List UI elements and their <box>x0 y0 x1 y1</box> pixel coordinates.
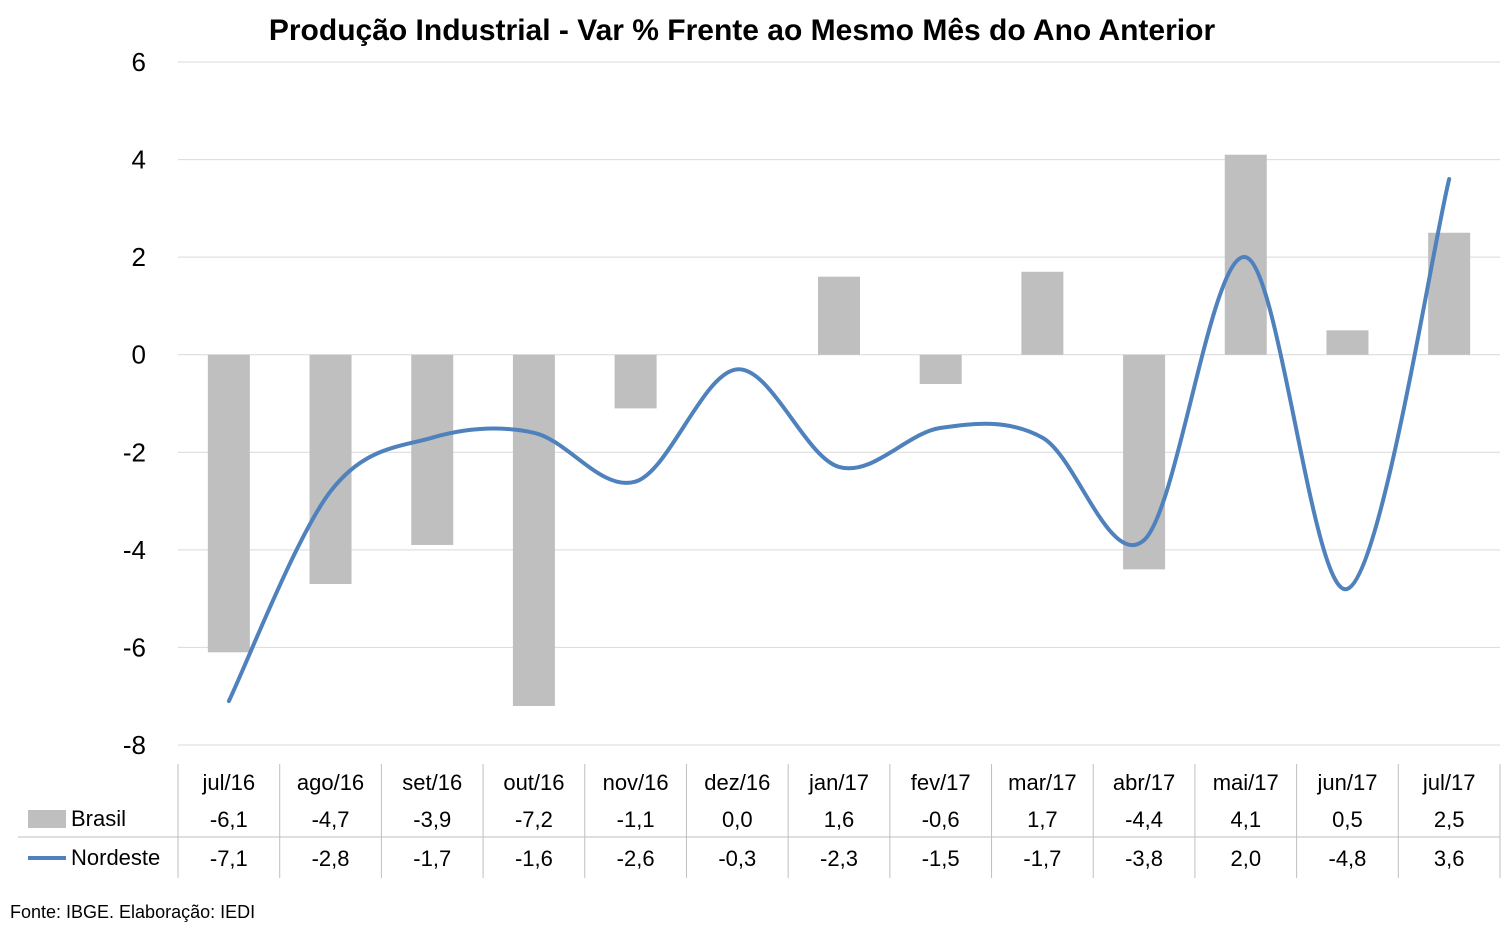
gridlines <box>178 61 1500 746</box>
y-tick-label: 0 <box>132 340 146 370</box>
bar-brasil <box>1021 271 1064 355</box>
bar-brasil <box>614 354 657 409</box>
table-value-brasil: 0,0 <box>722 807 753 832</box>
y-tick-label: -6 <box>123 632 146 662</box>
table-value-nordeste: 2,0 <box>1230 846 1261 871</box>
table-value-brasil: 1,7 <box>1027 807 1058 832</box>
y-axis-ticks: 6 4 2 0 -2 -4 -6 -8 <box>123 47 146 760</box>
table-value-brasil: -0,6 <box>922 807 960 832</box>
x-category-label: dez/16 <box>704 770 770 795</box>
y-tick-label: -4 <box>123 535 146 565</box>
table-value-nordeste: -4,8 <box>1329 846 1367 871</box>
bar-brasil <box>1224 154 1267 355</box>
table-value-brasil: -3,9 <box>413 807 451 832</box>
y-tick-label: 6 <box>132 47 146 77</box>
bar-brasil <box>919 354 962 384</box>
y-tick-label: 2 <box>132 242 146 272</box>
bar-brasil <box>818 276 860 355</box>
bar-brasil <box>512 354 555 706</box>
bar-brasil <box>1326 330 1369 355</box>
x-category-label: nov/16 <box>603 770 669 795</box>
table-value-nordeste: -1,6 <box>515 846 553 871</box>
table-value-brasil: -1,1 <box>617 807 655 832</box>
table-value-nordeste: 3,6 <box>1434 846 1465 871</box>
series-line-nordeste <box>226 177 1452 704</box>
table-value-brasil: -4,4 <box>1125 807 1163 832</box>
y-tick-label: -2 <box>123 437 146 467</box>
bar-brasil <box>309 354 352 585</box>
source-note: Fonte: IBGE. Elaboração: IEDI <box>10 902 255 922</box>
x-category-label: jun/17 <box>1316 770 1377 795</box>
table-value-brasil: 1,6 <box>824 807 855 832</box>
x-category-label: ago/16 <box>297 770 364 795</box>
table-value-nordeste: -3,8 <box>1125 846 1163 871</box>
x-category-label: set/16 <box>402 770 462 795</box>
x-category-label: jul/16 <box>202 770 256 795</box>
x-category-label: abr/17 <box>1113 770 1175 795</box>
table-value-brasil: -6,1 <box>210 807 248 832</box>
chart-title: Produção Industrial - Var % Frente ao Me… <box>269 14 1216 47</box>
bars-brasil <box>207 154 1471 706</box>
x-category-label: mar/17 <box>1008 770 1076 795</box>
table-value-nordeste: -1,7 <box>413 846 451 871</box>
table-value-nordeste: -1,5 <box>922 846 960 871</box>
bar-brasil <box>411 354 454 545</box>
data-table: jul/16 ago/16 set/16 out/16 nov/16 dez/16 jan/… <box>18 764 1501 878</box>
table-value-brasil: -4,7 <box>312 807 350 832</box>
table-value-nordeste: -0,3 <box>718 846 756 871</box>
line-nordeste <box>226 177 1452 704</box>
table-value-nordeste: -7,1 <box>210 846 248 871</box>
table-value-brasil: 0,5 <box>1332 807 1363 832</box>
table-value-brasil: -7,2 <box>515 807 553 832</box>
y-tick-label: -8 <box>123 730 146 760</box>
legend-label-nordeste: Nordeste <box>71 845 160 870</box>
bar-brasil <box>1123 354 1166 570</box>
table-value-brasil: 4,1 <box>1230 807 1261 832</box>
table-value-nordeste: -2,3 <box>820 846 858 871</box>
y-tick-label: 4 <box>132 145 146 175</box>
x-category-label: mai/17 <box>1213 770 1279 795</box>
bar-brasil <box>207 354 250 653</box>
legend-label-brasil: Brasil <box>71 806 126 831</box>
table-value-nordeste: -1,7 <box>1023 846 1061 871</box>
legend-swatch-brasil <box>28 810 66 828</box>
x-category-label: fev/17 <box>911 770 971 795</box>
table-value-nordeste: -2,6 <box>617 846 655 871</box>
table-value-nordeste: -2,8 <box>312 846 350 871</box>
x-category-label: out/16 <box>503 770 564 795</box>
x-category-label: jul/17 <box>1422 770 1476 795</box>
x-category-label: jan/17 <box>808 770 869 795</box>
table-value-brasil: 2,5 <box>1434 807 1465 832</box>
